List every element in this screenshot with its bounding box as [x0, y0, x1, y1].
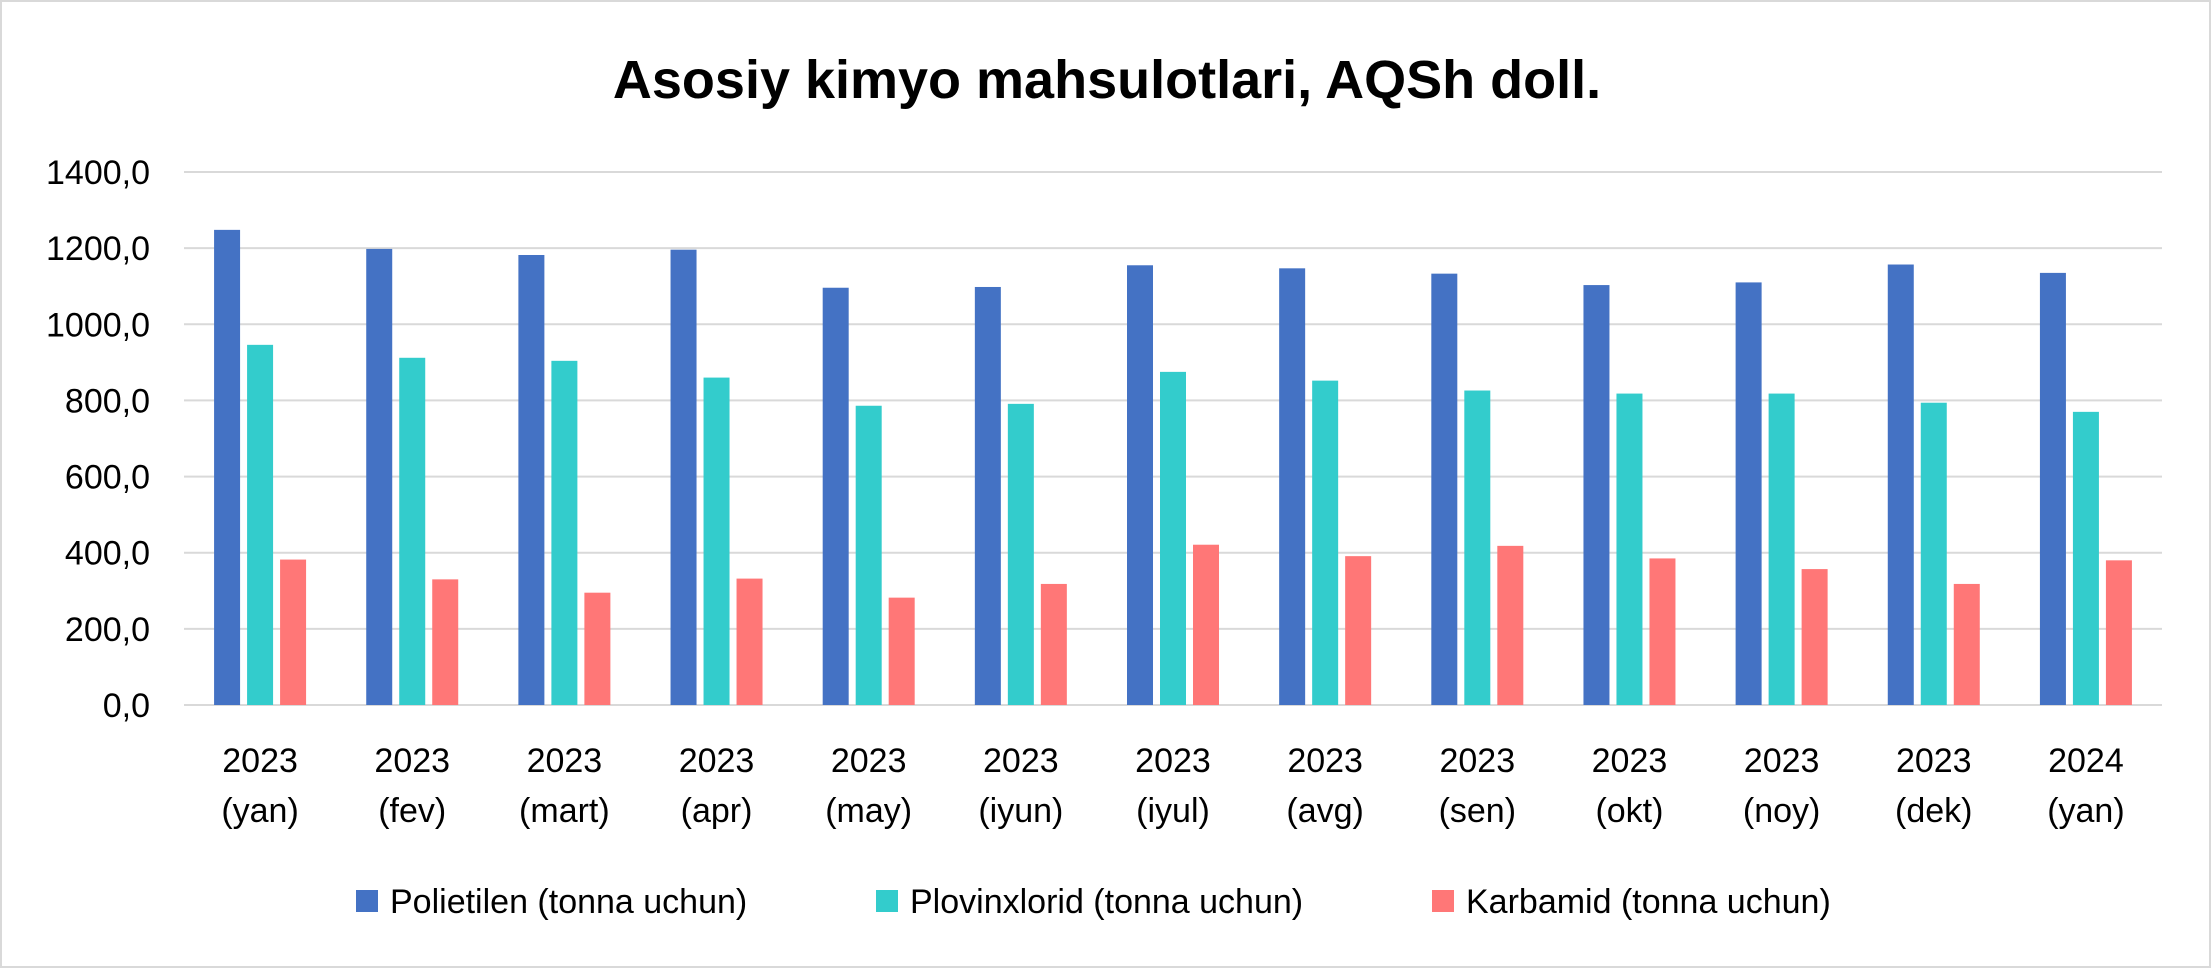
bar-series-3	[584, 592, 611, 705]
x-tick-label: (iyul)	[1136, 792, 1210, 830]
x-tick-label: 2023	[1135, 742, 1211, 780]
bar-series-3	[1649, 558, 1676, 705]
x-tick-label: 2023	[1896, 742, 1972, 780]
y-tick-label: 400,0	[65, 535, 150, 573]
bar-series-2	[1464, 390, 1491, 705]
x-tick-label: (mart)	[519, 792, 610, 830]
x-tick-label: 2023	[374, 742, 450, 780]
bar-series-3	[888, 597, 915, 705]
legend-label: Karbamid (tonna uchun)	[1466, 883, 1831, 921]
x-tick-label: 2023	[222, 742, 298, 780]
y-tick-label: 800,0	[65, 382, 150, 420]
bar-series-1	[214, 229, 241, 705]
bar-series-1	[2039, 272, 2066, 705]
bar-series-1	[822, 287, 849, 705]
bar-series-3	[736, 578, 763, 705]
bar-series-1	[1735, 282, 1762, 705]
bar-series-1	[1279, 268, 1306, 705]
bar-series-3	[1953, 583, 1980, 705]
bar-series-3	[1040, 583, 1067, 705]
chart-title: Asosiy kimyo mahsulotlari, AQSh doll.	[613, 50, 1601, 110]
bar-series-1	[366, 248, 393, 705]
bar-series-1	[1127, 265, 1153, 705]
bar-series-2	[1768, 393, 1795, 705]
x-tick-label: (fev)	[378, 792, 446, 830]
bar-series-1	[974, 286, 1001, 705]
bar-series-2	[2072, 411, 2099, 705]
legend-swatch	[1432, 890, 1454, 912]
x-tick-label: 2023	[1439, 742, 1515, 780]
bar-series-2	[1160, 371, 1186, 705]
bar-series-2	[551, 360, 578, 705]
y-tick-label: 1200,0	[46, 230, 150, 268]
bar-series-2	[399, 357, 426, 705]
bar-series-3	[2105, 560, 2132, 705]
x-tick-label: (iyun)	[978, 792, 1063, 830]
y-tick-label: 600,0	[65, 459, 150, 497]
legend-swatch	[356, 890, 378, 912]
bar-series-2	[1007, 403, 1034, 705]
bar-series-1	[670, 249, 697, 705]
x-tick-label: (may)	[825, 792, 912, 830]
bar-series-2	[1616, 393, 1643, 705]
legend-label: Polietilen (tonna uchun)	[390, 883, 747, 921]
bar-series-2	[1920, 402, 1947, 705]
bar-series-1	[1583, 285, 1610, 705]
bar-series-2	[855, 405, 882, 705]
bar-series-3	[1497, 545, 1524, 705]
bar-series-3	[280, 559, 307, 705]
legend-label: Plovinxlorid (tonna uchun)	[910, 883, 1303, 921]
x-tick-label: 2023	[1287, 742, 1363, 780]
bar-series-2	[247, 344, 274, 705]
x-tick-label: 2023	[831, 742, 907, 780]
bar-series-3	[1801, 569, 1828, 705]
x-tick-label: (okt)	[1595, 792, 1663, 830]
x-tick-label: (avg)	[1286, 792, 1363, 830]
y-tick-label: 200,0	[65, 611, 150, 649]
bar-series-2	[703, 377, 730, 705]
x-tick-label: (apr)	[681, 792, 753, 830]
bar-series-3	[432, 579, 459, 705]
y-tick-label: 1000,0	[46, 306, 150, 344]
legend-swatch	[876, 890, 898, 912]
x-tick-label: 2023	[527, 742, 603, 780]
x-tick-label: (yan)	[2047, 792, 2124, 830]
x-tick-label: (sen)	[1439, 792, 1516, 830]
bar-series-1	[518, 254, 545, 705]
x-tick-label: 2023	[1744, 742, 1820, 780]
x-tick-label: (noy)	[1743, 792, 1820, 830]
bar-series-1	[1887, 264, 1914, 705]
bar-series-1	[1431, 273, 1458, 705]
x-tick-label: 2023	[679, 742, 755, 780]
x-tick-label: (yan)	[221, 792, 298, 830]
bars	[214, 229, 2132, 705]
x-tick-label: 2024	[2048, 742, 2124, 780]
x-tick-label: (dek)	[1895, 792, 1972, 830]
legend: Polietilen (tonna uchun) Plovinxlorid (to…	[356, 883, 1831, 921]
x-tick-label: 2023	[1592, 742, 1668, 780]
x-tick-label: 2023	[983, 742, 1059, 780]
y-tick-label: 0,0	[103, 687, 150, 725]
x-axis-ticks: 2023 (yan) 2023 (fev) 2023 (mart) 2023 (apr) 202…	[221, 742, 2124, 830]
y-tick-label: 1400,0	[46, 154, 150, 192]
y-axis-ticks: 0,0 200,0 400,0 600,0 800,0 1000,0 1200,0 1400,…	[46, 154, 150, 725]
bar-series-3	[1193, 544, 1219, 705]
bar-series-3	[1345, 556, 1372, 705]
bar-series-2	[1312, 380, 1339, 705]
